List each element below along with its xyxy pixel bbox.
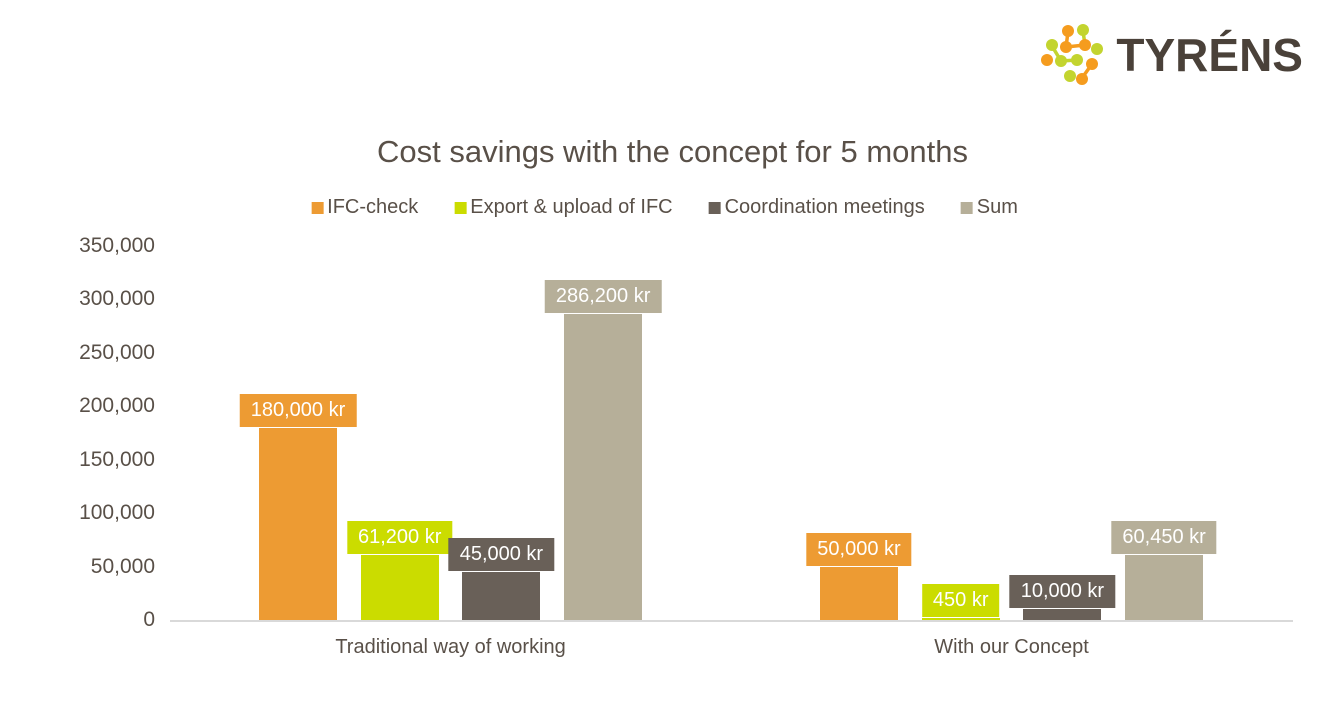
tyrens-dots-icon bbox=[1041, 24, 1104, 85]
y-axis-tick-label: 250,000 bbox=[79, 340, 155, 364]
y-axis-tick-label: 350,000 bbox=[79, 234, 155, 257]
x-axis-line bbox=[170, 620, 1293, 622]
y-axis-tick-label: 200,000 bbox=[79, 394, 155, 418]
bar-sum bbox=[564, 314, 643, 620]
chart-title: Cost savings with the concept for 5 mont… bbox=[376, 134, 968, 169]
tyrens-logo: TYRÉNS bbox=[1038, 22, 1303, 88]
y-axis-tick-label: 50,000 bbox=[90, 554, 155, 578]
bar-coordination-meetings bbox=[462, 571, 541, 620]
bar-sum bbox=[1125, 555, 1204, 620]
bar-value-label: 45,000 kr bbox=[448, 537, 555, 571]
bar-value-label: 10,000 kr bbox=[1009, 575, 1116, 609]
legend-swatch-icon bbox=[454, 201, 467, 214]
legend-label: Sum bbox=[976, 196, 1018, 218]
y-axis-tick-label: 300,000 bbox=[79, 287, 155, 311]
x-axis-category-label: Traditional way of working bbox=[335, 636, 566, 658]
legend-swatch-icon bbox=[960, 201, 973, 214]
bar-value-label: 180,000 kr bbox=[239, 393, 357, 427]
y-axis-tick-label: 100,000 bbox=[79, 501, 155, 525]
legend-label: Export & upload of IFC bbox=[470, 196, 673, 218]
bar-ifc-check bbox=[820, 566, 898, 620]
x-axis-category-label: With our Concept bbox=[934, 636, 1089, 658]
bar-export-upload-of-ifc bbox=[360, 554, 439, 620]
y-axis-tick-label: 150,000 bbox=[79, 447, 155, 471]
y-axis-tick-label: 0 bbox=[143, 608, 155, 631]
legend-swatch-icon bbox=[708, 201, 721, 214]
bar-coordination-meetings bbox=[1023, 609, 1102, 620]
bar-ifc-check bbox=[259, 427, 337, 620]
bar-value-label: 50,000 kr bbox=[806, 532, 912, 566]
legend-label: Coordination meetings bbox=[724, 196, 925, 218]
bar-value-label: 286,200 kr bbox=[544, 280, 662, 314]
chart-legend: IFC-check Export & upload of IFC Coordinat… bbox=[311, 196, 1018, 219]
legend-swatch-icon bbox=[311, 201, 324, 214]
legend-item-coordination-meetings: Coordination meetings bbox=[708, 196, 925, 219]
legend-item-sum: Sum bbox=[960, 196, 1018, 219]
bar-value-label: 450 kr bbox=[921, 584, 1000, 617]
legend-label: IFC-check bbox=[327, 196, 419, 218]
legend-item-export-upload-of-ifc: Export & upload of IFC bbox=[454, 196, 673, 219]
bar-value-label: 61,200 kr bbox=[346, 520, 453, 554]
bar-export-upload-of-ifc bbox=[921, 618, 1000, 620]
legend-item-ifc-check: IFC-check bbox=[311, 196, 418, 219]
brand-name: TYRÉNS bbox=[1116, 29, 1303, 81]
bar-value-label: 60,450 kr bbox=[1111, 521, 1217, 555]
